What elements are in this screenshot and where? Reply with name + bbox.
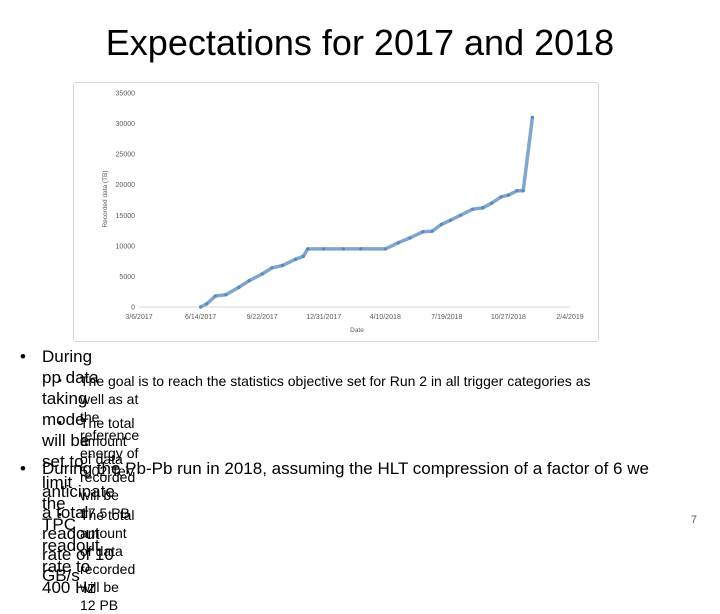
data-point [521,189,525,193]
x-axis-title: Date [350,327,364,334]
data-point [260,272,264,276]
data-point [359,247,363,251]
data-point [396,241,400,245]
data-point [293,257,297,261]
sub-bullet-statistics-line2: well as at the reference energy of 5.02 … [80,391,140,479]
y-axis-title: Recorded data (TB) [102,170,109,227]
data-point [481,206,485,210]
data-point [270,266,274,270]
bullet-glyph: • [20,347,26,366]
data-point [430,229,434,233]
x-tick-label: 9/22/2017 [247,314,278,321]
data-point [301,254,305,258]
data-point [247,279,251,283]
data-point [341,247,345,251]
x-tick-label: 6/14/2017 [185,314,216,321]
recorded-data-chart: 0 5000 10000 15000 20000 25000 30000 35000 3/6/… [102,91,584,335]
data-point [213,294,217,298]
page-number: 7 [690,514,697,526]
y-tick-label: 20000 [116,182,136,189]
data-point [280,263,285,267]
sub-bullet-statistics-line1: The goal is to reach the statistics obje… [80,373,591,389]
data-point [421,230,425,234]
x-tick-label: 4/10/2018 [370,314,401,321]
data-point [383,247,387,251]
bullet-pbpb-line1: During the Pb-Pb run in 2018, assuming t… [42,459,649,478]
data-point [458,213,462,217]
data-point [306,247,310,251]
data-point [499,195,503,199]
data-point [408,236,412,240]
y-tick-label: 5000 [119,274,135,281]
y-tick-label: 30000 [116,121,136,128]
data-point [237,285,241,289]
series-line [198,115,535,309]
data-point [205,302,209,306]
sub-bullet-pp-total-text: The total amount of data recorded will b… [80,415,136,521]
sub-bullet-pbpb-total-text: The total amount of data recorded will b… [80,507,136,613]
y-tick-label: 35000 [116,91,136,98]
y-tick-label: 0 [131,305,135,312]
x-tick-label: 10/27/2018 [491,314,526,321]
slide-title: Expectations for 2017 and 2018 [105,22,615,63]
data-point [224,293,228,297]
x-tick-label: 12/31/2017 [306,314,341,321]
data-point [471,207,475,211]
x-tick-label: 7/19/2018 [431,314,462,321]
data-point [530,115,534,120]
bullet-glyph: • [20,459,26,478]
y-tick-label: 10000 [116,243,136,250]
data-point [322,247,326,251]
data-point [439,222,443,227]
data-point [490,201,494,205]
bullet-glyph: • [58,375,62,387]
data-point [515,189,519,193]
x-tick-label: 3/6/2017 [125,314,152,321]
data-point [449,218,453,222]
bullet-glyph: • [58,417,62,429]
y-tick-label: 25000 [116,152,136,159]
data-point [506,193,510,197]
x-tick-label: 2/4/2019 [556,314,583,321]
data-point [199,305,203,309]
y-tick-label: 15000 [116,213,136,220]
chart-frame: 0 5000 10000 15000 20000 25000 30000 35000 3/6/… [73,82,599,342]
bullet-glyph: • [58,509,62,521]
